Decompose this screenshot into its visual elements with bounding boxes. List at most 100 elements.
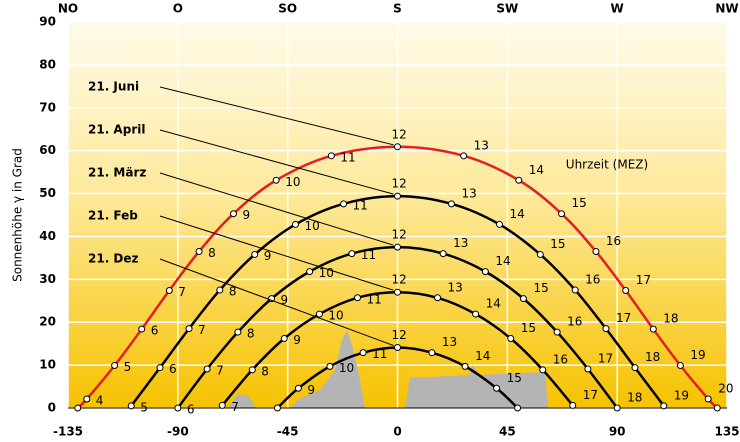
point xyxy=(439,250,447,258)
point xyxy=(460,152,468,160)
point xyxy=(394,143,401,151)
hour-label: 10 xyxy=(319,266,334,280)
point xyxy=(326,362,334,370)
point xyxy=(174,404,182,412)
series-label: 21. März xyxy=(88,166,146,180)
hour-label: 11 xyxy=(361,248,376,262)
hour-label: 18 xyxy=(645,350,660,364)
leader-line xyxy=(159,129,394,195)
hour-label: 7 xyxy=(178,285,186,299)
hour-label: 10 xyxy=(339,361,354,375)
hour-label: 19 xyxy=(690,348,705,362)
point xyxy=(713,404,721,412)
y-tick-label: 80 xyxy=(39,57,56,71)
hour-label: 12 xyxy=(392,127,407,141)
hour-label: 12 xyxy=(392,177,407,191)
hour-label: 18 xyxy=(627,391,642,405)
x2-tick-label: SO xyxy=(278,2,297,16)
hour-label: 8 xyxy=(208,246,216,260)
point xyxy=(273,404,281,412)
series-label: 21. Juni xyxy=(88,80,139,94)
hour-label: 6 xyxy=(151,324,159,338)
x-tick-label: 90 xyxy=(609,425,626,439)
point xyxy=(447,200,455,208)
point xyxy=(165,286,173,294)
hour-label: 15 xyxy=(572,196,587,210)
hour-label: 18 xyxy=(663,312,678,326)
point xyxy=(138,325,146,333)
y-tick-label: 50 xyxy=(39,186,56,200)
series-label: 21. Feb xyxy=(88,209,138,223)
hour-label: 12 xyxy=(392,273,407,287)
point xyxy=(704,395,712,403)
point xyxy=(613,404,621,412)
point xyxy=(195,247,203,255)
hour-label: 13 xyxy=(442,335,457,349)
point xyxy=(234,328,242,336)
point xyxy=(553,328,561,336)
point xyxy=(185,325,193,333)
series-label: 21. April xyxy=(88,123,145,137)
y-tick-label: 70 xyxy=(39,100,56,114)
point xyxy=(340,200,348,208)
point xyxy=(536,250,544,258)
point xyxy=(127,402,135,410)
point xyxy=(584,365,592,373)
x-tick-label: -45 xyxy=(277,425,299,439)
hour-label: 11 xyxy=(366,292,381,306)
hour-label: 8 xyxy=(229,285,237,299)
y-tick-label: 30 xyxy=(39,272,56,286)
hour-label: 14 xyxy=(475,349,490,363)
hour-label: 15 xyxy=(521,321,536,335)
hour-label: 20 xyxy=(718,381,733,395)
hour-label: 14 xyxy=(529,163,544,177)
point xyxy=(156,364,164,372)
point xyxy=(428,349,436,357)
x-tick-label: 0 xyxy=(393,425,401,439)
point xyxy=(272,176,280,184)
point xyxy=(602,325,610,333)
leader-line xyxy=(159,172,394,246)
y-tick-label: 90 xyxy=(39,15,56,29)
hour-label: 17 xyxy=(583,388,598,402)
hour-label: 9 xyxy=(264,249,272,263)
hour-label: 17 xyxy=(616,311,631,325)
hour-label: 10 xyxy=(328,309,343,323)
y-tick-label: 0 xyxy=(48,401,56,415)
hour-label: 17 xyxy=(598,351,613,365)
annotation: Uhrzeit (MEZ) xyxy=(566,158,648,172)
point xyxy=(291,220,299,228)
point xyxy=(649,325,657,333)
hour-label: 12 xyxy=(392,228,407,242)
hour-label: 10 xyxy=(285,175,300,189)
hour-label: 7 xyxy=(198,323,206,337)
hour-label: 13 xyxy=(453,236,468,250)
hour-label: 14 xyxy=(495,254,510,268)
hour-label: 9 xyxy=(242,208,250,222)
hour-label: 8 xyxy=(247,327,255,341)
point xyxy=(676,362,684,370)
leader-line xyxy=(159,215,394,291)
point xyxy=(515,176,523,184)
point xyxy=(519,295,527,303)
point xyxy=(83,395,91,403)
hour-label: 7 xyxy=(216,363,224,377)
hour-label: 9 xyxy=(293,333,301,347)
point xyxy=(111,362,119,370)
hour-label: 5 xyxy=(124,360,132,374)
hour-label: 11 xyxy=(353,198,368,212)
point xyxy=(216,286,224,294)
x2-tick-label: O xyxy=(173,2,183,16)
hour-label: 14 xyxy=(510,207,525,221)
point xyxy=(394,288,401,296)
y-tick-label: 40 xyxy=(39,229,56,243)
hour-label: 16 xyxy=(606,234,621,248)
y-axis-label: Sonnenhöhe γ in Grad xyxy=(11,148,25,282)
hour-label: 9 xyxy=(307,383,315,397)
x-tick-label: -135 xyxy=(53,425,83,439)
skyline xyxy=(228,330,548,408)
x2-tick-label: SW xyxy=(496,2,518,16)
hour-label: 15 xyxy=(533,281,548,295)
point xyxy=(280,335,288,343)
